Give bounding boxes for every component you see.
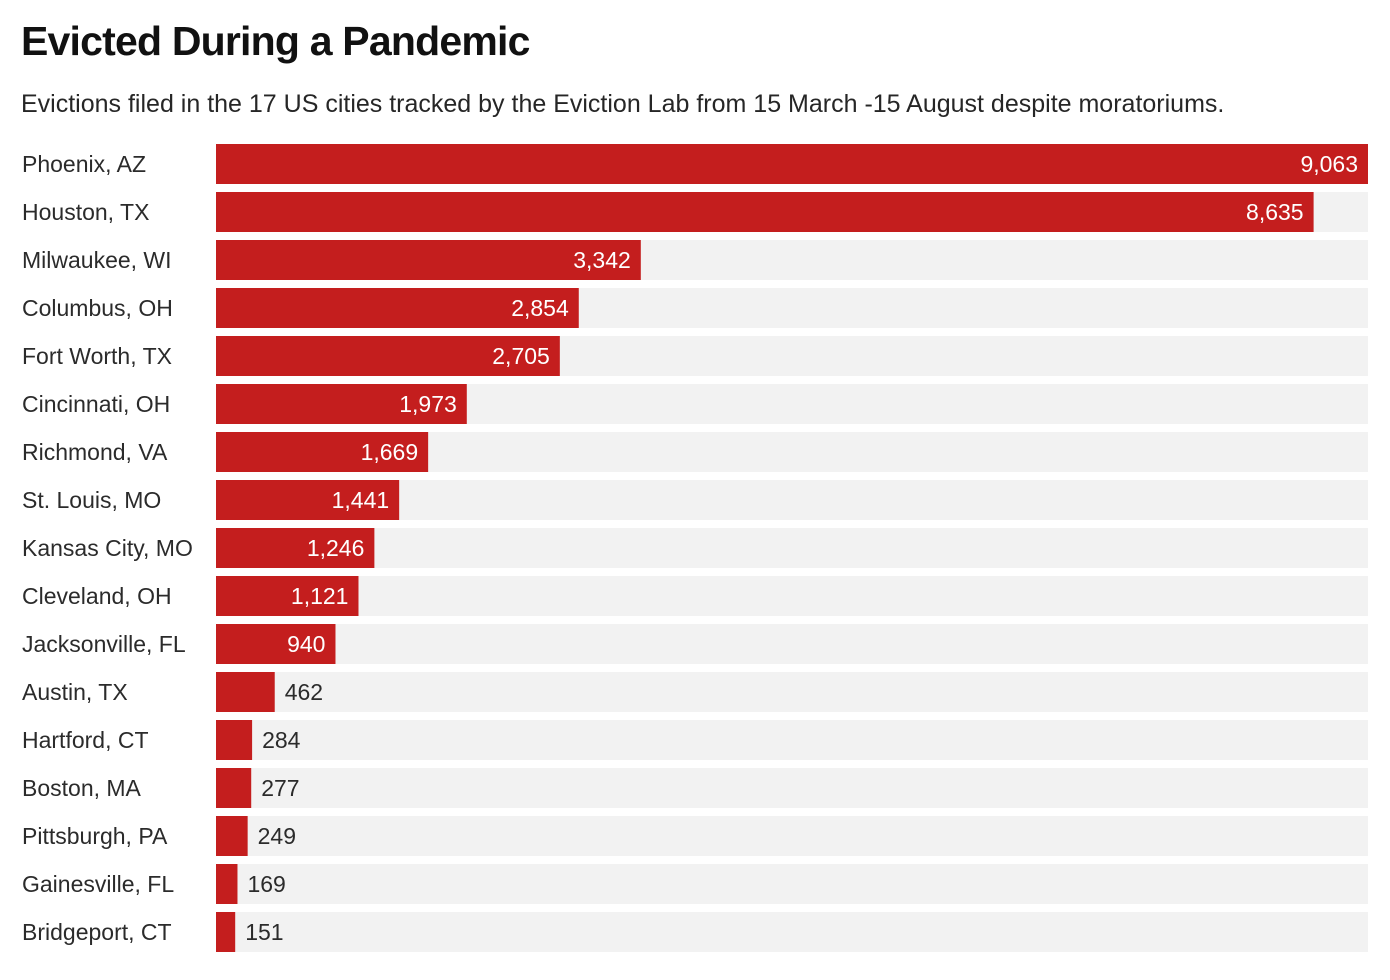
value-label: 3,342 [573, 247, 631, 273]
bar [216, 768, 252, 808]
chart-subtitle: Evictions filed in the 17 US cities trac… [21, 90, 1225, 118]
category-label: Milwaukee, WI [22, 247, 172, 273]
category-label: Bridgeport, CT [22, 919, 172, 945]
category-label: Jacksonville, FL [22, 631, 186, 657]
value-label: 9,063 [1300, 151, 1358, 177]
category-label: Cleveland, OH [22, 583, 172, 609]
bar [216, 576, 359, 616]
bar-track [216, 528, 1368, 568]
bar [216, 240, 641, 280]
bar [216, 720, 253, 760]
bar-track [216, 720, 1368, 760]
category-label: Pittsburgh, PA [22, 823, 168, 849]
bar [216, 480, 400, 520]
bar [216, 672, 275, 712]
value-label: 151 [245, 919, 283, 945]
category-label: Boston, MA [22, 775, 142, 801]
category-label: Cincinnati, OH [22, 391, 170, 417]
value-label: 1,246 [307, 535, 365, 561]
bar-track [216, 864, 1368, 904]
value-label: 940 [287, 631, 325, 657]
bar [216, 864, 238, 904]
bar [216, 528, 375, 568]
value-label: 1,669 [361, 439, 419, 465]
value-label: 1,441 [332, 487, 390, 513]
value-label: 284 [262, 727, 301, 753]
bar [216, 432, 429, 472]
category-label: Kansas City, MO [22, 535, 193, 561]
category-label: Fort Worth, TX [22, 343, 172, 369]
category-label: Gainesville, FL [22, 871, 174, 897]
category-label: Austin, TX [22, 679, 128, 705]
value-label: 1,973 [399, 391, 457, 417]
bar [216, 816, 248, 856]
value-label: 249 [258, 823, 296, 849]
bar-track [216, 912, 1368, 952]
category-label: Phoenix, AZ [22, 151, 146, 177]
bar-track [216, 624, 1368, 664]
bar [216, 288, 579, 328]
value-label: 1,121 [291, 583, 349, 609]
bar-track [216, 816, 1368, 856]
value-label: 277 [261, 775, 299, 801]
bar-track [216, 768, 1368, 808]
bar [216, 384, 467, 424]
bar [216, 336, 560, 376]
category-label: St. Louis, MO [22, 487, 161, 513]
bar [216, 144, 1368, 184]
value-label: 8,635 [1246, 199, 1304, 225]
bar-track [216, 480, 1368, 520]
category-label: Richmond, VA [22, 439, 168, 465]
chart-title: Evicted During a Pandemic [21, 18, 530, 64]
category-label: Hartford, CT [22, 727, 149, 753]
bar [216, 192, 1314, 232]
value-label: 462 [285, 679, 323, 705]
bar [216, 624, 336, 664]
category-label: Columbus, OH [22, 295, 173, 321]
category-label: Houston, TX [22, 199, 149, 225]
value-label: 169 [247, 871, 285, 897]
value-label: 2,705 [492, 343, 550, 369]
bar-track [216, 576, 1368, 616]
value-label: 2,854 [511, 295, 569, 321]
bar-track [216, 672, 1368, 712]
bar [216, 912, 236, 952]
